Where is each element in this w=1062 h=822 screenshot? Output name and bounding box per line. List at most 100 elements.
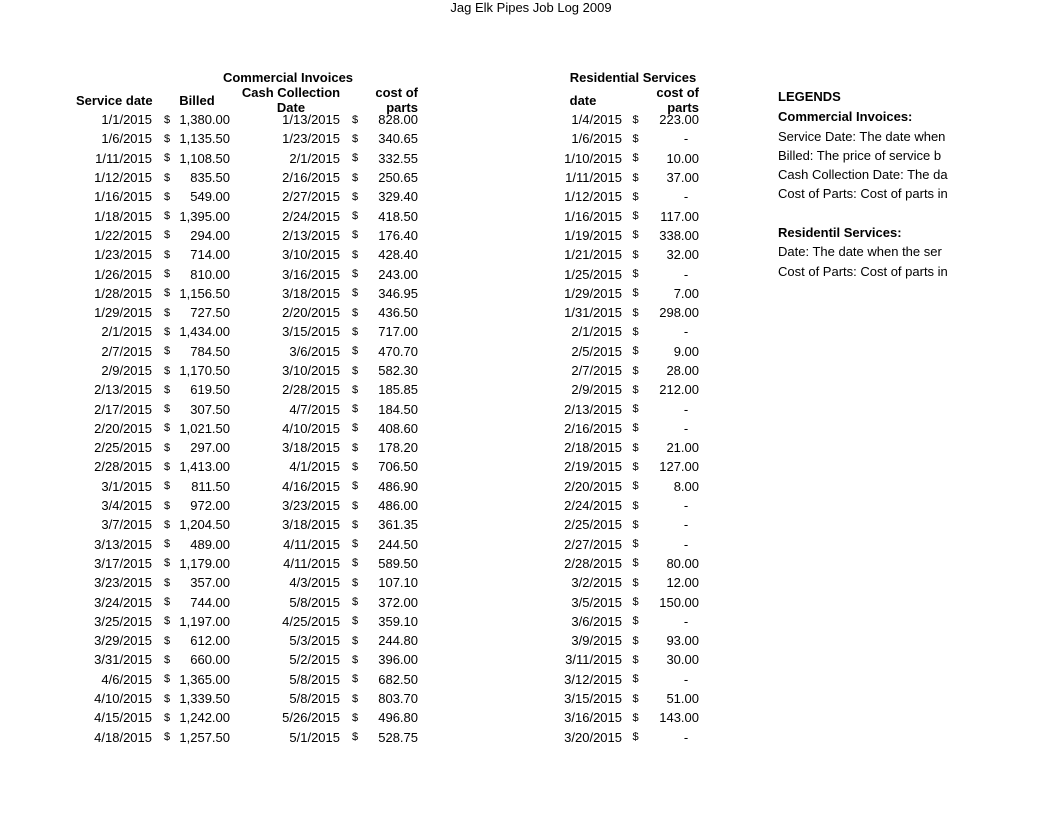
cell-service-date: 2/1/2015	[68, 324, 158, 339]
cell-res-date: 3/2/2015	[538, 575, 628, 590]
currency-symbol: $	[628, 307, 643, 319]
cell-cost-parts: 361.35	[364, 517, 424, 532]
currency-symbol: $	[346, 384, 364, 396]
cell-cash-date: 2/20/2015	[236, 305, 346, 320]
cell-res-date: 3/20/2015	[538, 730, 628, 745]
cell-billed: 810.00	[176, 267, 236, 282]
cell-billed: 489.00	[176, 537, 236, 552]
cell-billed: 612.00	[176, 633, 236, 648]
cell-billed: 1,434.00	[176, 324, 236, 339]
table-row: 3/15/2015$51.00	[538, 689, 728, 708]
currency-symbol: $	[158, 152, 176, 164]
currency-symbol: $	[346, 654, 364, 666]
currency-symbol: $	[628, 673, 643, 685]
currency-symbol: $	[158, 712, 176, 724]
col-billed: Billed	[158, 93, 236, 108]
cell-res-date: 1/16/2015	[538, 209, 628, 224]
cell-billed: 1,179.00	[176, 556, 236, 571]
table-row: 4/6/2015$1,365.005/8/2015$682.50	[68, 670, 508, 689]
cell-service-date: 3/13/2015	[68, 537, 158, 552]
currency-symbol: $	[158, 577, 176, 589]
cell-cash-date: 5/8/2015	[236, 595, 346, 610]
cell-res-parts: -	[643, 131, 705, 146]
currency-symbol: $	[158, 307, 176, 319]
table-row: 3/16/2015$143.00	[538, 708, 728, 727]
currency-symbol: $	[628, 519, 643, 531]
cell-res-date: 1/12/2015	[538, 189, 628, 204]
table-row: 1/11/2015$1,108.502/1/2015$332.55	[68, 149, 508, 168]
currency-symbol: $	[158, 326, 176, 338]
cell-cost-parts: 428.40	[364, 247, 424, 262]
currency-symbol: $	[158, 403, 176, 415]
cell-service-date: 1/28/2015	[68, 286, 158, 301]
currency-symbol: $	[346, 538, 364, 550]
cell-cost-parts: 408.60	[364, 421, 424, 436]
table-row: 2/28/2015$1,413.004/1/2015$706.50	[68, 457, 508, 476]
cell-cost-parts: 184.50	[364, 402, 424, 417]
cell-cash-date: 5/26/2015	[236, 710, 346, 725]
cell-res-date: 1/25/2015	[538, 267, 628, 282]
currency-symbol: $	[158, 480, 176, 492]
cell-res-date: 2/25/2015	[538, 517, 628, 532]
cell-billed: 549.00	[176, 189, 236, 204]
currency-symbol: $	[158, 538, 176, 550]
currency-symbol: $	[346, 731, 364, 743]
cell-res-parts: 7.00	[643, 286, 705, 301]
cell-res-parts: -	[643, 421, 705, 436]
cell-cost-parts: 243.00	[364, 267, 424, 282]
cell-res-date: 2/5/2015	[538, 344, 628, 359]
cell-res-date: 3/12/2015	[538, 672, 628, 687]
cell-cost-parts: 329.40	[364, 189, 424, 204]
commercial-rows: 1/1/2015$1,380.001/13/2015$828.001/6/201…	[68, 110, 508, 747]
cell-res-date: 2/13/2015	[538, 402, 628, 417]
cell-res-parts: -	[643, 324, 705, 339]
currency-symbol: $	[628, 326, 643, 338]
currency-symbol: $	[628, 152, 643, 164]
table-row: 3/2/2015$12.00	[538, 573, 728, 592]
cell-service-date: 4/10/2015	[68, 691, 158, 706]
cell-service-date: 4/6/2015	[68, 672, 158, 687]
currency-symbol: $	[346, 615, 364, 627]
currency-symbol: $	[628, 249, 643, 261]
currency-symbol: $	[628, 268, 643, 280]
cell-service-date: 1/11/2015	[68, 151, 158, 166]
currency-symbol: $	[628, 654, 643, 666]
cell-cost-parts: 470.70	[364, 344, 424, 359]
currency-symbol: $	[346, 500, 364, 512]
table-row: 1/4/2015$223.00	[538, 110, 728, 129]
cell-cost-parts: 372.00	[364, 595, 424, 610]
currency-symbol: $	[346, 229, 364, 241]
currency-symbol: $	[346, 442, 364, 454]
table-row: 1/22/2015$294.002/13/2015$176.40	[68, 226, 508, 245]
currency-symbol: $	[158, 422, 176, 434]
cell-cash-date: 4/1/2015	[236, 459, 346, 474]
cell-cash-date: 4/16/2015	[236, 479, 346, 494]
cell-res-date: 2/7/2015	[538, 363, 628, 378]
cell-cost-parts: 250.65	[364, 170, 424, 185]
cell-res-parts: 51.00	[643, 691, 705, 706]
table-row: 3/13/2015$489.004/11/2015$244.50	[68, 535, 508, 554]
cell-cost-parts: 528.75	[364, 730, 424, 745]
cell-res-parts: -	[643, 402, 705, 417]
cell-res-parts: 8.00	[643, 479, 705, 494]
cell-billed: 1,395.00	[176, 209, 236, 224]
currency-symbol: $	[346, 422, 364, 434]
cell-res-date: 1/21/2015	[538, 247, 628, 262]
table-row: 3/12/2015$-	[538, 670, 728, 689]
cell-res-date: 2/20/2015	[538, 479, 628, 494]
legends-commercial-title: Commercial Invoices:	[778, 109, 1058, 128]
cell-cost-parts: 436.50	[364, 305, 424, 320]
cell-res-date: 3/6/2015	[538, 614, 628, 629]
cell-res-parts: -	[643, 517, 705, 532]
currency-symbol: $	[628, 172, 643, 184]
legends-line: Cost of Parts: Cost of parts in	[778, 186, 1058, 205]
table-row: 2/28/2015$80.00	[538, 554, 728, 573]
cell-billed: 1,365.00	[176, 672, 236, 687]
cell-service-date: 1/22/2015	[68, 228, 158, 243]
table-row: 2/27/2015$-	[538, 535, 728, 554]
residential-rows: 1/4/2015$223.001/6/2015$- 1/10/2015$10.0…	[538, 110, 728, 747]
table-row: 2/19/2015$127.00	[538, 457, 728, 476]
col-res-cost-parts: cost of parts	[628, 85, 705, 115]
cell-service-date: 2/25/2015	[68, 440, 158, 455]
cell-billed: 1,380.00	[176, 112, 236, 127]
